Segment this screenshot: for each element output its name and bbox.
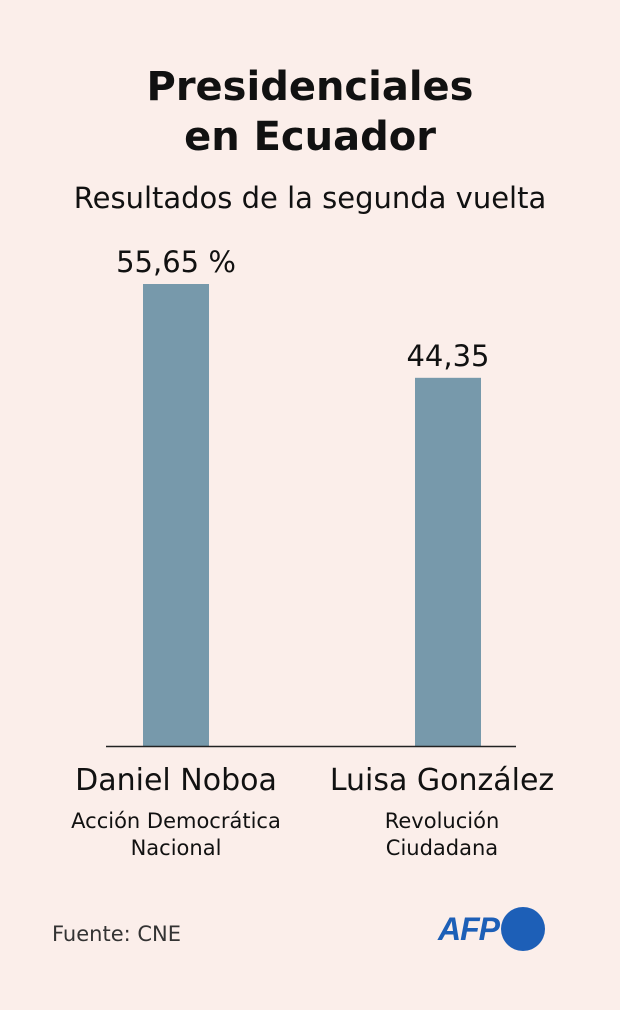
bar-chart: 55,65 % 44,35	[106, 245, 516, 748]
party-line-2: Nacional	[130, 836, 222, 860]
bar-noboa	[143, 284, 209, 746]
source-note: Fuente: CNE	[52, 922, 182, 946]
bar-gonzalez	[415, 377, 481, 746]
value-label: 55,65 %	[116, 245, 236, 279]
title-line-2: en Ecuador	[184, 114, 436, 160]
chart-title: Presidenciales en Ecuador	[0, 62, 620, 162]
afp-logo: AFP	[438, 904, 545, 954]
title-line-1: Presidenciales	[146, 64, 474, 110]
party-line-2: Ciudadana	[385, 836, 499, 860]
party-name: Acción Democrática Nacional	[26, 808, 326, 862]
candidate-name: Daniel Noboa	[75, 763, 277, 798]
candidate-label-noboa: Daniel Noboa Acción Democrática Nacional	[26, 762, 326, 862]
candidate-label-gonzalez: Luisa González Revolución Ciudadana	[292, 762, 592, 862]
party-line-1: Acción Democrática	[71, 809, 281, 833]
afp-logo-text: AFP	[438, 910, 500, 947]
party-name: Revolución Ciudadana	[292, 808, 592, 862]
chart-subtitle: Resultados de la segunda vuelta	[73, 181, 547, 215]
candidate-name: Luisa González	[329, 763, 555, 798]
party-line-1: Revolución	[384, 809, 500, 833]
afp-logo-dot	[501, 907, 545, 951]
value-label: 44,35	[406, 339, 489, 373]
